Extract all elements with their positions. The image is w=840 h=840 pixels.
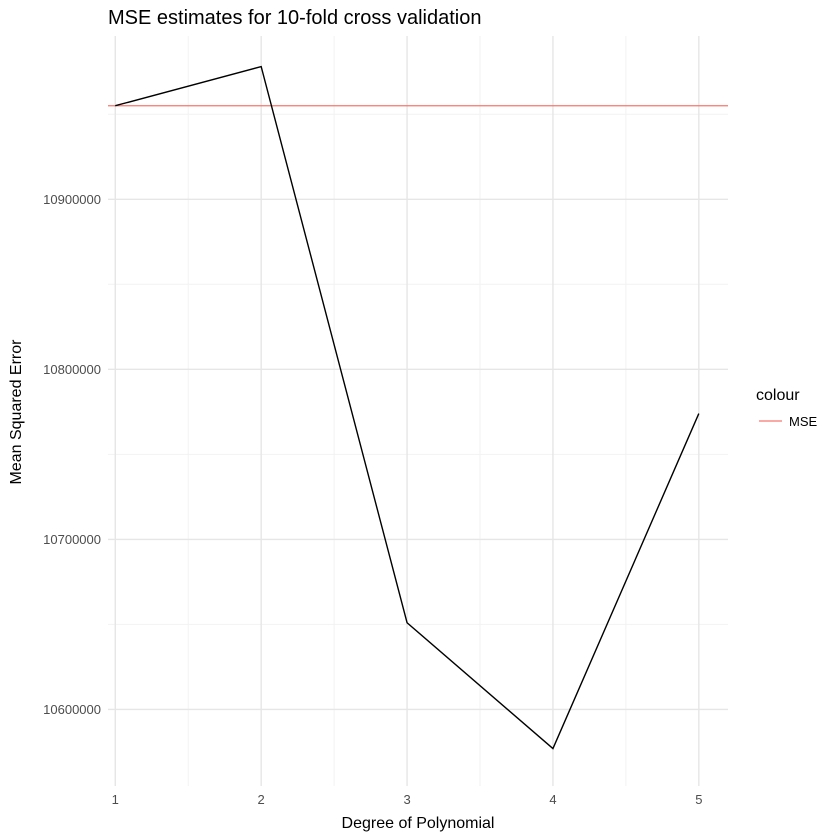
- y-tick-label: 10600000: [43, 702, 101, 717]
- y-axis-title: Mean Squared Error: [8, 339, 25, 485]
- legend-title: colour: [756, 387, 800, 404]
- x-tick-label: 4: [549, 792, 556, 807]
- chart-title: MSE estimates for 10-fold cross validati…: [108, 7, 482, 29]
- legend: colour MSE: [756, 387, 818, 429]
- major-gridlines: [108, 36, 728, 786]
- y-tick-labels: 10600000 10700000 10800000 10900000: [43, 192, 101, 717]
- x-tick-label: 2: [258, 792, 265, 807]
- x-tick-label: 5: [695, 792, 702, 807]
- minor-gridlines: [108, 36, 728, 786]
- series-group: [115, 65, 700, 750]
- legend-label-mse: MSE: [789, 414, 818, 429]
- x-axis-title: Degree of Polynomial: [342, 815, 495, 832]
- x-tick-label: 1: [112, 792, 119, 807]
- x-tick-label: 3: [403, 792, 410, 807]
- x-tick-labels: 1 2 3 4 5: [112, 792, 703, 807]
- y-tick-label: 10900000: [43, 192, 101, 207]
- y-tick-label: 10700000: [43, 532, 101, 547]
- y-tick-label: 10800000: [43, 362, 101, 377]
